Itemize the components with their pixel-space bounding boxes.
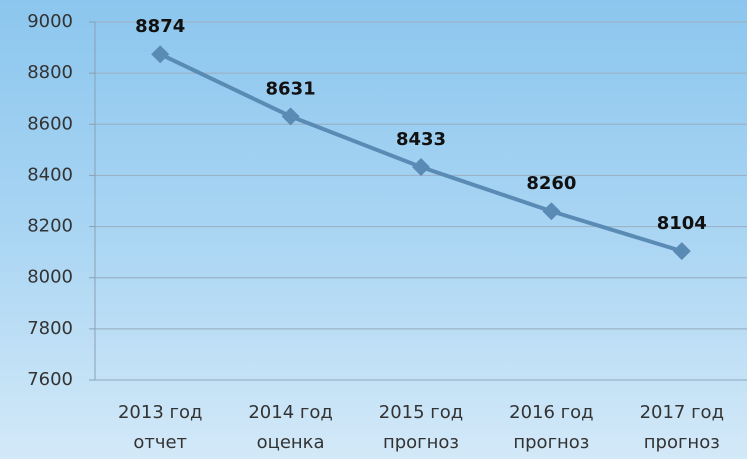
data-label: 8874 — [135, 16, 185, 37]
y-tick-label: 7600 — [27, 369, 73, 390]
y-tick-label: 8200 — [27, 216, 73, 237]
x-tick-label: 2016 год прогноз — [509, 402, 594, 453]
marker — [151, 45, 170, 64]
x-tick-label: 2015 год прогноз — [378, 402, 464, 453]
line — [159, 52, 683, 254]
x-tick-label: 2014 год оценка — [248, 402, 333, 453]
marker — [412, 157, 430, 176]
x-tick-label: 2013 год отчет — [117, 402, 203, 453]
y-tick-label: 8400 — [27, 164, 73, 185]
data-label: 8631 — [266, 78, 316, 99]
marker — [281, 107, 300, 126]
y-tick-label: 8800 — [27, 62, 73, 83]
y-tick-label: 8000 — [27, 267, 73, 288]
x-tick-label: 2017 год прогноз — [639, 402, 725, 453]
data-label: 8260 — [526, 173, 576, 194]
y-tick-label: 7800 — [27, 318, 73, 339]
data-label: 8433 — [396, 129, 446, 150]
y-tick-label: 8600 — [27, 113, 73, 134]
data-label: 8104 — [657, 213, 707, 234]
marker — [542, 202, 561, 221]
y-tick-label: 9000 — [27, 11, 73, 32]
marker — [672, 242, 691, 261]
